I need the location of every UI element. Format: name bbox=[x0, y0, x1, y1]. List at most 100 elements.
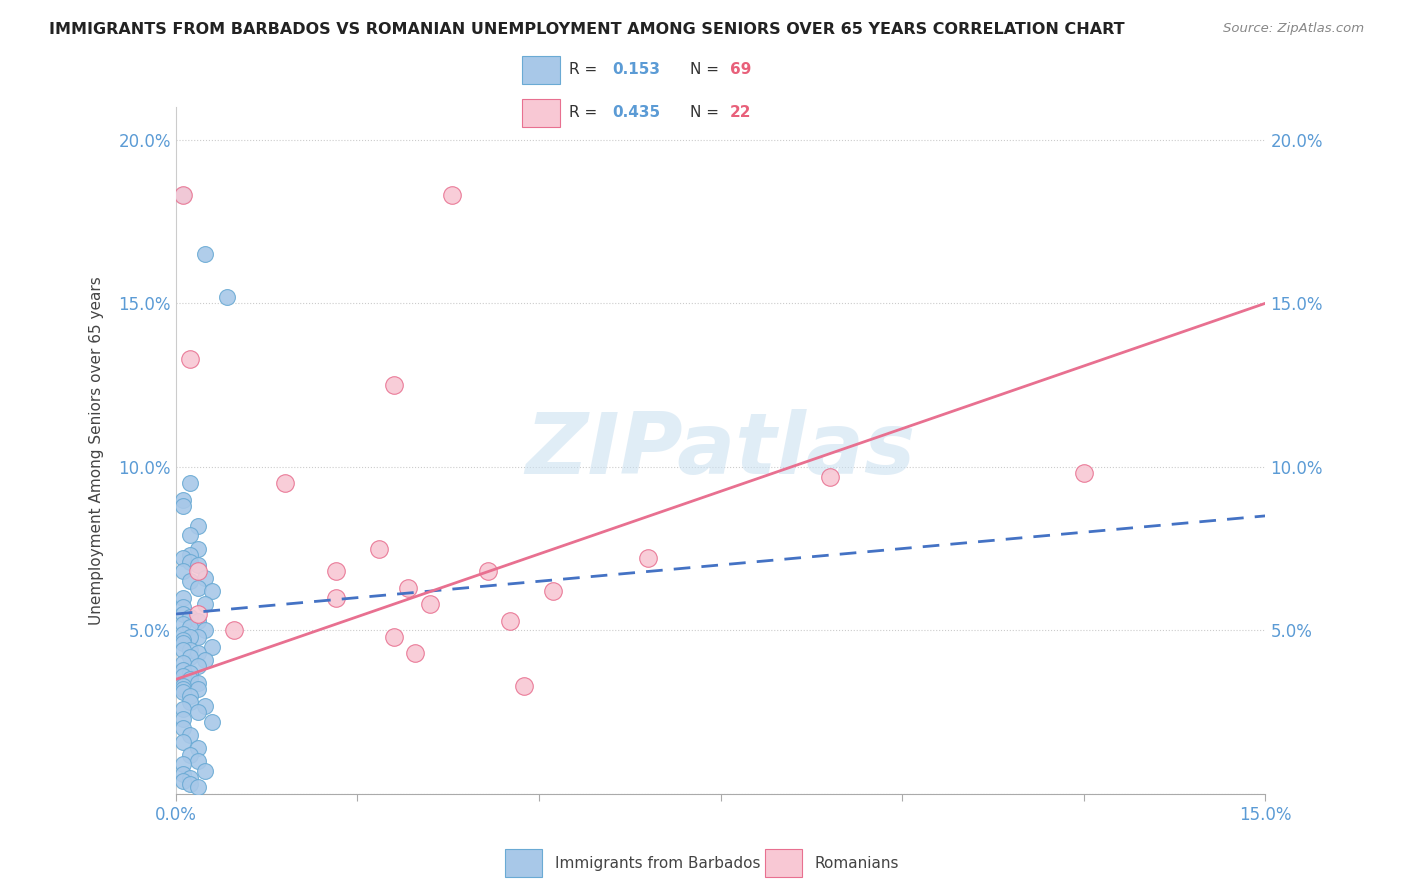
Point bbox=[543, 584, 565, 599]
Text: R =: R = bbox=[569, 62, 602, 78]
Point bbox=[179, 695, 201, 709]
Point bbox=[179, 665, 201, 680]
Point bbox=[172, 722, 194, 736]
Point bbox=[499, 614, 522, 628]
Point bbox=[179, 643, 201, 657]
Text: IMMIGRANTS FROM BARBADOS VS ROMANIAN UNEMPLOYMENT AMONG SENIORS OVER 65 YEARS CO: IMMIGRANTS FROM BARBADOS VS ROMANIAN UNE… bbox=[49, 22, 1125, 37]
Point bbox=[172, 669, 194, 683]
FancyBboxPatch shape bbox=[505, 849, 543, 877]
Text: 69: 69 bbox=[730, 62, 751, 78]
Point bbox=[186, 541, 209, 556]
Point bbox=[172, 656, 194, 670]
Point bbox=[440, 188, 463, 202]
Point bbox=[179, 771, 201, 785]
Point bbox=[172, 712, 194, 726]
Point bbox=[172, 600, 194, 615]
Point bbox=[172, 565, 194, 579]
Point bbox=[194, 698, 217, 713]
Point bbox=[186, 558, 209, 572]
Point bbox=[179, 673, 201, 687]
Point bbox=[172, 734, 194, 748]
Point bbox=[172, 188, 194, 202]
Point bbox=[325, 565, 347, 579]
Point bbox=[222, 624, 245, 638]
Point bbox=[186, 659, 209, 673]
Point bbox=[179, 747, 201, 762]
Point bbox=[179, 728, 201, 742]
Point bbox=[172, 607, 194, 621]
Point bbox=[179, 528, 201, 542]
Point bbox=[382, 378, 405, 392]
Point bbox=[194, 247, 217, 261]
Point bbox=[186, 581, 209, 595]
Point bbox=[179, 649, 201, 664]
Point bbox=[179, 548, 201, 562]
Point bbox=[172, 616, 194, 631]
Point bbox=[201, 584, 224, 599]
Point bbox=[186, 646, 209, 660]
Point bbox=[186, 675, 209, 690]
Point bbox=[186, 565, 209, 579]
Point bbox=[172, 636, 194, 650]
Point bbox=[179, 555, 201, 569]
Point bbox=[186, 682, 209, 697]
FancyBboxPatch shape bbox=[523, 56, 560, 84]
Point bbox=[637, 551, 659, 566]
Point bbox=[186, 705, 209, 719]
Point bbox=[186, 614, 209, 628]
Text: Source: ZipAtlas.com: Source: ZipAtlas.com bbox=[1223, 22, 1364, 36]
Text: 0.153: 0.153 bbox=[612, 62, 661, 78]
Point bbox=[186, 518, 209, 533]
Point bbox=[186, 754, 209, 768]
Point bbox=[172, 685, 194, 699]
Text: ZIPatlas: ZIPatlas bbox=[526, 409, 915, 492]
Point bbox=[477, 565, 499, 579]
Point bbox=[1073, 467, 1095, 481]
Point bbox=[172, 626, 194, 640]
Point bbox=[513, 679, 536, 693]
Point bbox=[179, 777, 201, 791]
Point bbox=[186, 780, 209, 795]
Point bbox=[186, 630, 209, 644]
Point bbox=[186, 741, 209, 756]
Point bbox=[172, 757, 194, 772]
Point bbox=[325, 591, 347, 605]
Point bbox=[201, 714, 224, 729]
Point bbox=[405, 646, 427, 660]
Text: 0.435: 0.435 bbox=[612, 105, 661, 120]
Point bbox=[179, 630, 201, 644]
Point bbox=[172, 773, 194, 788]
Point bbox=[179, 476, 201, 491]
Point bbox=[179, 620, 201, 634]
Point bbox=[194, 624, 217, 638]
Point bbox=[201, 640, 224, 654]
Point bbox=[179, 351, 201, 366]
Point bbox=[179, 610, 201, 624]
Point bbox=[172, 499, 194, 513]
Point bbox=[172, 643, 194, 657]
Point bbox=[172, 702, 194, 716]
Text: Romanians: Romanians bbox=[814, 855, 898, 871]
Point bbox=[419, 597, 441, 611]
Text: N =: N = bbox=[689, 62, 723, 78]
Point bbox=[215, 290, 238, 304]
Point bbox=[194, 653, 217, 667]
Text: 22: 22 bbox=[730, 105, 751, 120]
Point bbox=[194, 571, 217, 585]
Point bbox=[179, 574, 201, 589]
Point bbox=[172, 679, 194, 693]
Point bbox=[194, 764, 217, 778]
Point bbox=[179, 689, 201, 703]
Point bbox=[194, 597, 217, 611]
FancyBboxPatch shape bbox=[765, 849, 801, 877]
Y-axis label: Unemployment Among Seniors over 65 years: Unemployment Among Seniors over 65 years bbox=[90, 277, 104, 624]
Point bbox=[172, 767, 194, 781]
Text: R =: R = bbox=[569, 105, 602, 120]
Text: Immigrants from Barbados: Immigrants from Barbados bbox=[554, 855, 761, 871]
Point bbox=[172, 682, 194, 697]
Text: N =: N = bbox=[689, 105, 723, 120]
Point bbox=[172, 188, 194, 202]
Point bbox=[172, 633, 194, 648]
Point bbox=[172, 663, 194, 677]
Point bbox=[818, 469, 841, 483]
